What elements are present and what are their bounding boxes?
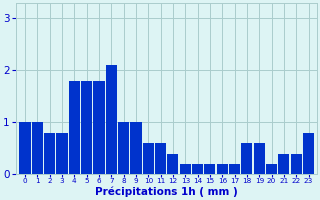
Bar [118, 122, 129, 174]
Bar [20, 122, 30, 174]
Bar [266, 164, 277, 174]
Bar [291, 154, 302, 174]
Bar [229, 164, 240, 174]
Bar [180, 164, 191, 174]
Bar [167, 154, 179, 174]
Bar [106, 65, 117, 174]
Bar [254, 143, 265, 174]
X-axis label: Précipitations 1h ( mm ): Précipitations 1h ( mm ) [95, 187, 238, 197]
Bar [278, 154, 290, 174]
Bar [69, 81, 80, 174]
Bar [93, 81, 105, 174]
Bar [81, 81, 92, 174]
Bar [155, 143, 166, 174]
Bar [192, 164, 203, 174]
Bar [44, 133, 55, 174]
Bar [204, 164, 215, 174]
Bar [56, 133, 68, 174]
Bar [143, 143, 154, 174]
Bar [241, 143, 252, 174]
Bar [131, 122, 141, 174]
Bar [32, 122, 43, 174]
Bar [303, 133, 314, 174]
Bar [217, 164, 228, 174]
